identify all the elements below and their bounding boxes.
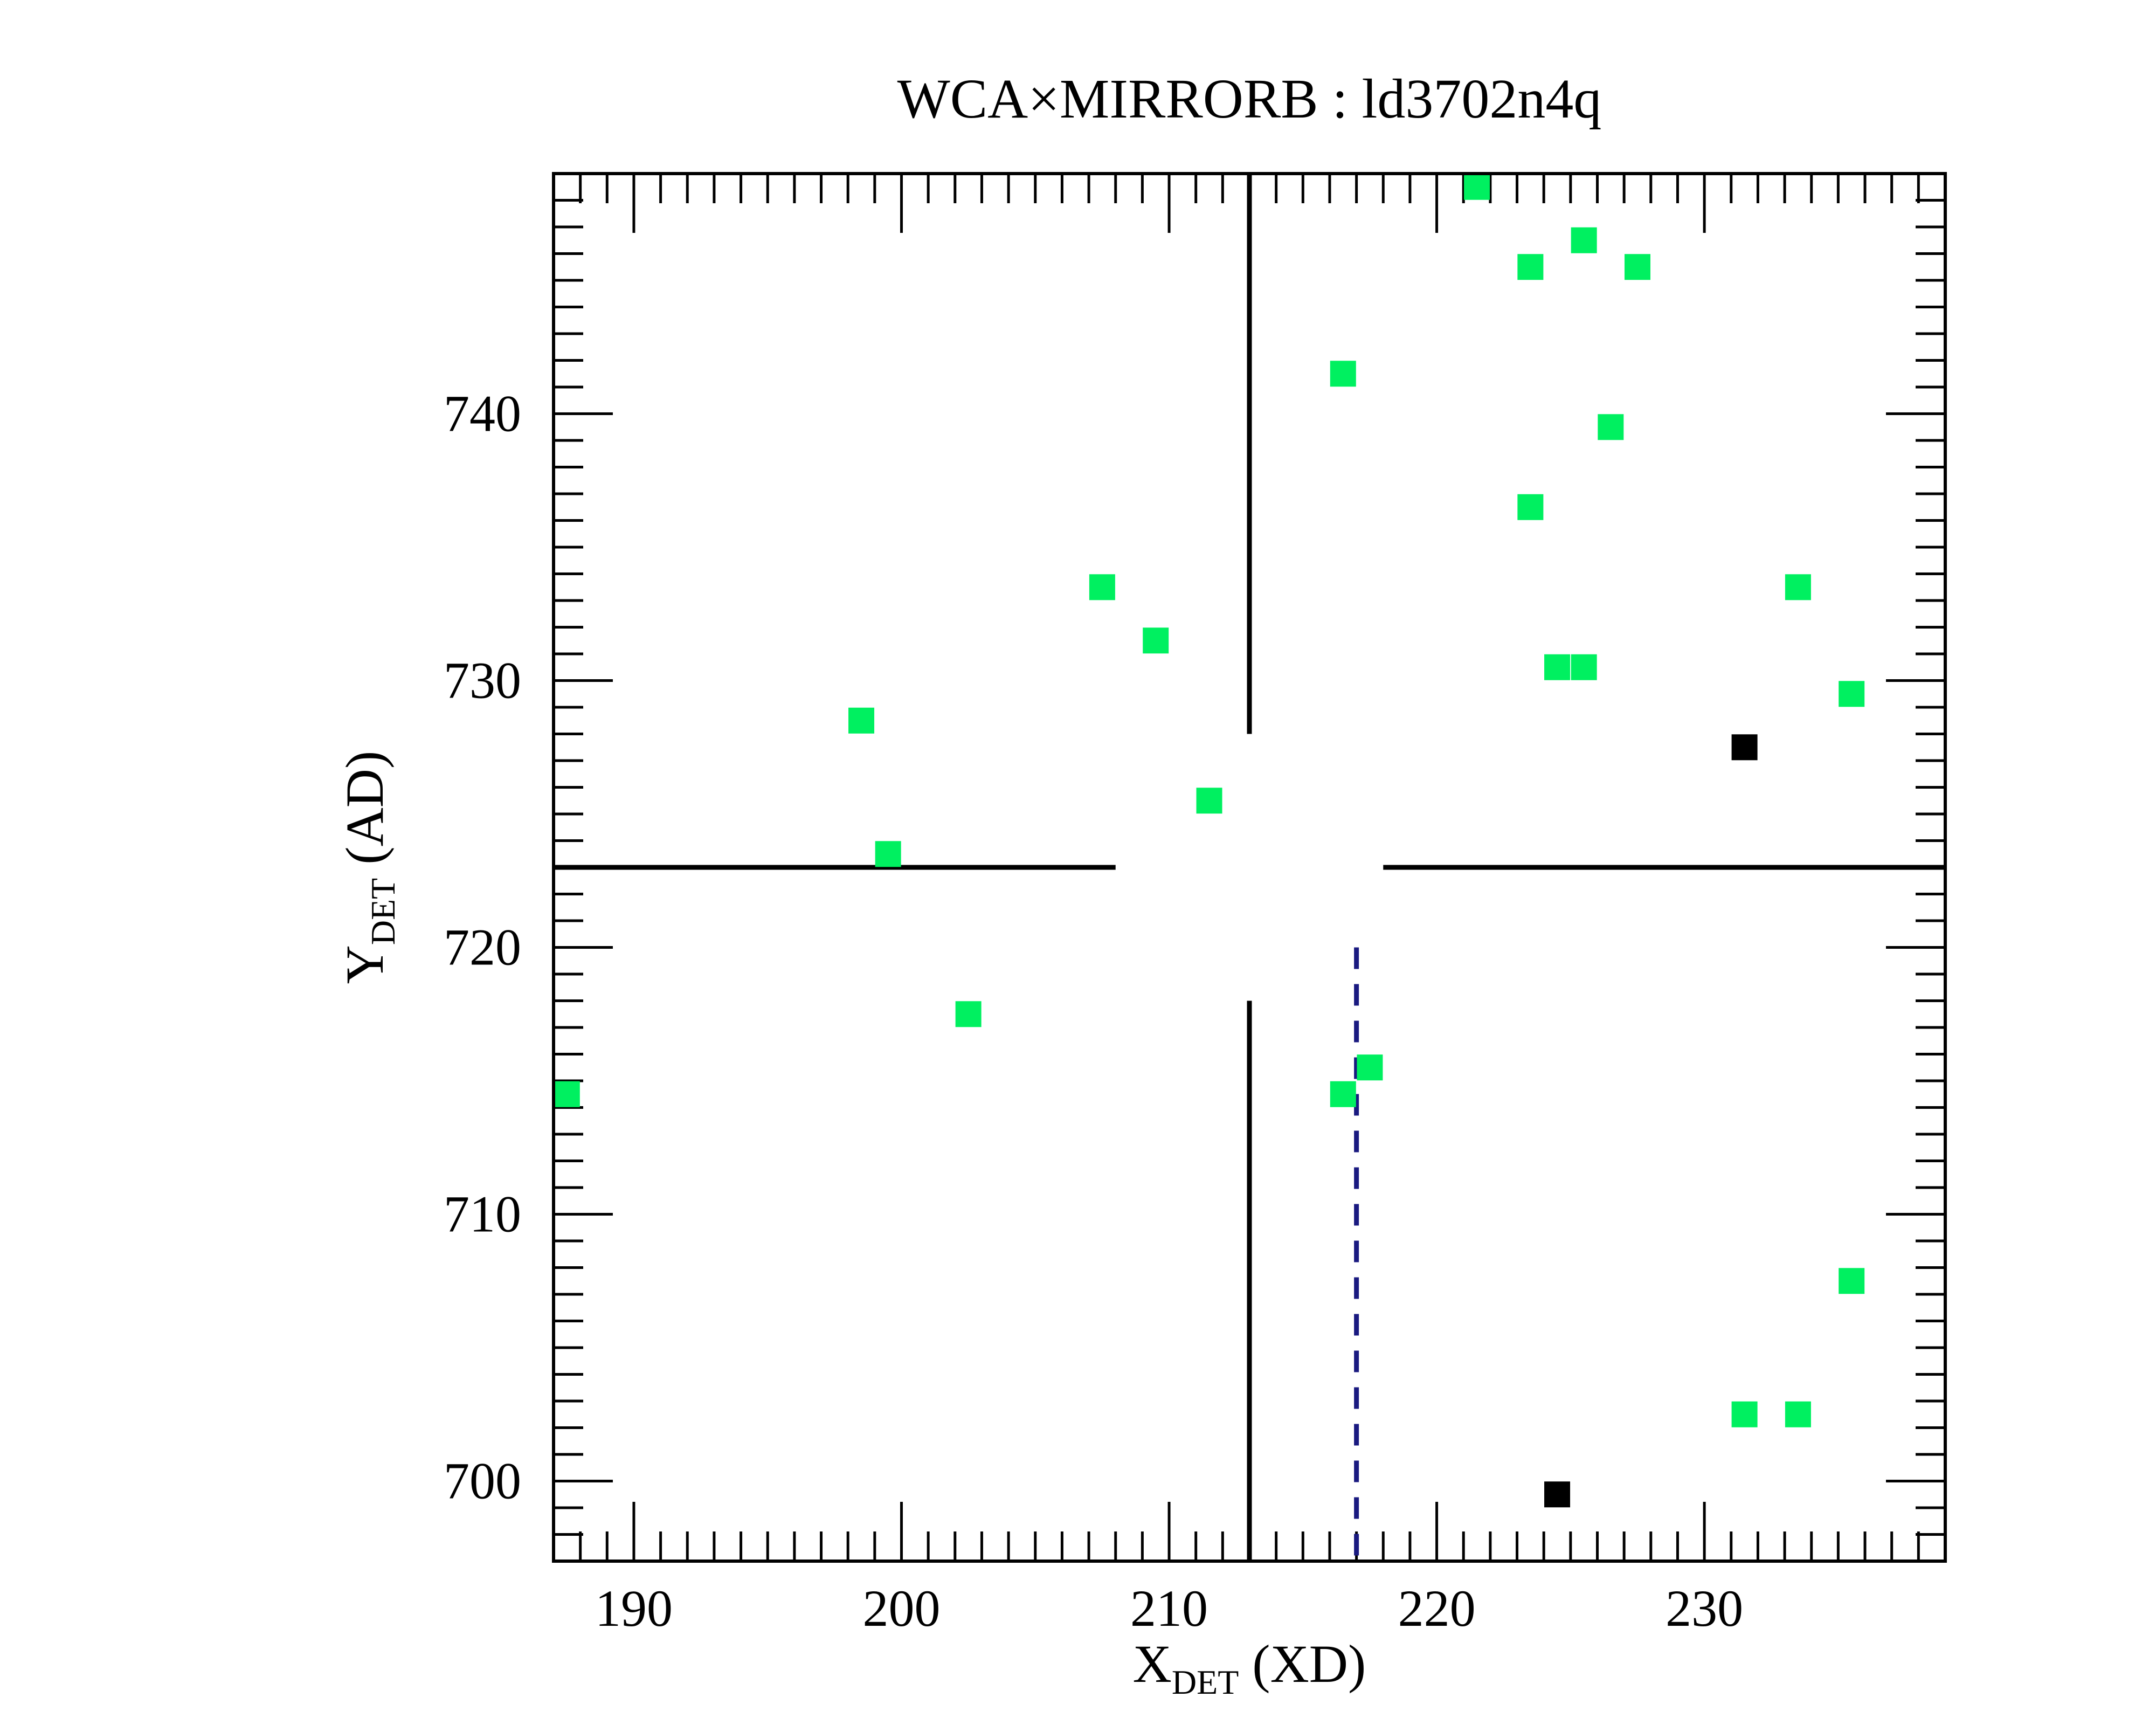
- data-point-green: [848, 707, 875, 734]
- data-point-green: [1196, 788, 1222, 814]
- x-tick-label: 200: [863, 1579, 941, 1637]
- x-axis-label-main: X: [1133, 1634, 1172, 1694]
- data-point-green: [1785, 574, 1811, 601]
- data-point-green: [1464, 174, 1490, 200]
- data-point-green: [1598, 414, 1624, 440]
- x-tick-label: 220: [1398, 1579, 1476, 1637]
- chart-title-prefix: WCA: [897, 68, 1028, 130]
- crosshair: [554, 174, 1945, 1561]
- x-axis-label: XDET (XD): [1133, 1634, 1366, 1701]
- y-axis-label-suffix: (AD): [335, 751, 395, 878]
- data-point-green: [1544, 654, 1571, 680]
- data-point-black: [1731, 734, 1758, 761]
- data-point-green: [1357, 1054, 1383, 1081]
- data-point-green: [1785, 1401, 1811, 1427]
- chart-title: WCA×MIRRORB : ld3702n4q: [897, 68, 1602, 130]
- x-axis-label-sub: DET: [1172, 1663, 1239, 1701]
- data-point-green: [1571, 654, 1597, 680]
- data-point-green: [1330, 1081, 1356, 1107]
- y-tick-label: 710: [444, 1185, 521, 1243]
- data-point-green: [1089, 574, 1115, 601]
- plot-content: [554, 174, 1945, 1561]
- data-point-green: [1143, 627, 1169, 654]
- y-tick-label: 720: [444, 919, 521, 976]
- y-tick-label: 730: [444, 652, 521, 709]
- data-point-green: [1839, 681, 1865, 707]
- tick-labels: 190 200 210 220 230 700 710 720 730 740: [444, 385, 1743, 1638]
- chart-title-middle: MIRRORB: [1060, 68, 1318, 130]
- chart-title-symbol: ×: [1028, 68, 1060, 130]
- x-tick-label: 230: [1666, 1579, 1743, 1637]
- chart-title-dataset: ld3702n4q: [1362, 68, 1601, 130]
- data-point-green: [1839, 1268, 1865, 1294]
- x-axis-label-suffix: (XD): [1239, 1634, 1366, 1694]
- data-point-green: [1731, 1401, 1758, 1427]
- data-point-green: [554, 1081, 580, 1107]
- data-point-black: [1544, 1481, 1571, 1508]
- chart-title-separator: :: [1318, 68, 1362, 130]
- data-point-green: [1571, 227, 1597, 253]
- y-tick-label: 700: [444, 1452, 521, 1510]
- y-tick-label: 740: [444, 385, 521, 443]
- axis-ticks: [552, 172, 1947, 1563]
- data-point-green: [1330, 361, 1356, 387]
- data-points: [554, 174, 1865, 1508]
- x-tick-label: 210: [1130, 1579, 1208, 1637]
- x-tick-label: 190: [595, 1579, 673, 1637]
- data-point-green: [1517, 254, 1544, 280]
- data-point-green: [875, 841, 901, 867]
- y-axis-label-main: Y: [335, 945, 395, 984]
- y-axis-label: YDET (AD): [335, 751, 402, 984]
- y-axis-label-sub: DET: [364, 878, 402, 945]
- plot-frame: [552, 172, 1947, 1563]
- data-point-green: [1624, 254, 1650, 280]
- data-point-green: [1517, 494, 1544, 520]
- data-point-green: [955, 1001, 982, 1027]
